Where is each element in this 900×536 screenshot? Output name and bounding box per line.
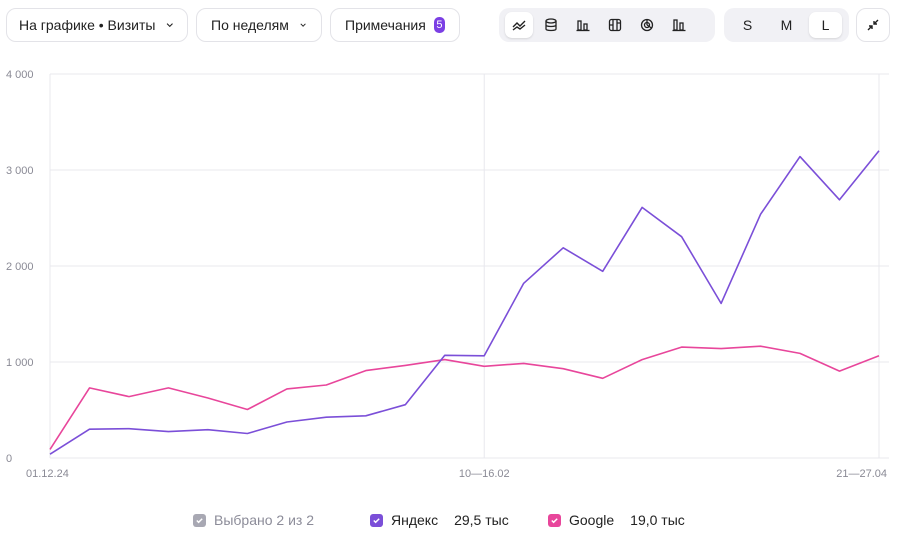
stacked-area-button[interactable] xyxy=(537,12,565,38)
bar-chart-icon xyxy=(576,20,590,32)
line-chart-icon xyxy=(512,20,526,31)
legend-series-total: 29,5 тыс xyxy=(454,512,509,528)
checkbox-icon xyxy=(193,513,206,527)
metric-dropdown[interactable]: На графике • Визиты xyxy=(6,8,188,42)
x-tick-label: 01.12.24 xyxy=(26,468,69,480)
chart-type-switcher xyxy=(499,8,715,42)
collapse-icon xyxy=(867,19,879,31)
bar-chart-button[interactable] xyxy=(569,12,597,38)
stacked-bar-button[interactable] xyxy=(601,12,629,38)
legend-series-total: 19,0 тыс xyxy=(630,512,685,528)
legend-series-name: Google xyxy=(569,512,615,528)
size-m-button[interactable]: M xyxy=(780,17,793,33)
stacked-bar-icon xyxy=(608,18,622,32)
grouping-dropdown-label: По неделям xyxy=(211,17,289,33)
y-tick-label: 3 000 xyxy=(6,165,34,177)
legend-series-name: Яндекс xyxy=(391,512,439,528)
legend-selected-label: Выбрано 2 из 2 xyxy=(214,512,314,528)
notes-button[interactable]: Примечания 5 xyxy=(330,8,460,42)
line-chart: 4 000 3 000 2 000 1 000 0 01.12.24 10—16.02 21—… xyxy=(6,69,889,480)
pie-chart-icon xyxy=(640,18,654,32)
checkbox-icon xyxy=(548,513,561,527)
y-tick-label: 0 xyxy=(6,453,12,465)
x-tick-label: 10—16.02 xyxy=(459,468,510,480)
size-l-button[interactable]: L xyxy=(809,12,842,38)
stacked-area-icon xyxy=(545,18,557,32)
chevron-down-icon xyxy=(167,23,174,28)
y-tick-label: 2 000 xyxy=(6,261,34,273)
pie-chart-button[interactable] xyxy=(633,12,661,38)
line-chart-button[interactable] xyxy=(505,12,533,38)
chart-toolbar: На графике • Визиты По неделям Примечани… xyxy=(6,8,890,44)
notes-count-badge: 5 xyxy=(433,17,445,33)
series-line-yandex xyxy=(49,150,880,455)
y-tick-label: 4 000 xyxy=(6,69,34,81)
series-line-google xyxy=(49,345,880,450)
grouped-bar-button[interactable] xyxy=(665,12,693,38)
x-tick-label: 21—27.04 xyxy=(836,468,887,480)
y-tick-label: 1 000 xyxy=(6,357,34,369)
legend-item-yandex[interactable]: Яндекс 29,5 тыс xyxy=(370,512,509,528)
collapse-button[interactable] xyxy=(856,8,890,42)
chart-legend: Выбрано 2 из 2 Яндекс 29,5 тыс Google 19… xyxy=(0,512,900,532)
grouped-bar-icon xyxy=(672,19,686,32)
notes-button-label: Примечания xyxy=(345,17,426,33)
legend-item-google[interactable]: Google 19,0 тыс xyxy=(548,512,685,528)
checkbox-icon xyxy=(370,513,383,527)
chart-size-switcher: S M L xyxy=(724,8,849,42)
size-s-button[interactable]: S xyxy=(742,17,753,33)
grouping-dropdown[interactable]: По неделям xyxy=(196,8,322,42)
chevron-down-icon xyxy=(300,23,306,27)
legend-select-all[interactable]: Выбрано 2 из 2 xyxy=(193,512,314,528)
metric-dropdown-label: На графике • Визиты xyxy=(19,17,156,33)
